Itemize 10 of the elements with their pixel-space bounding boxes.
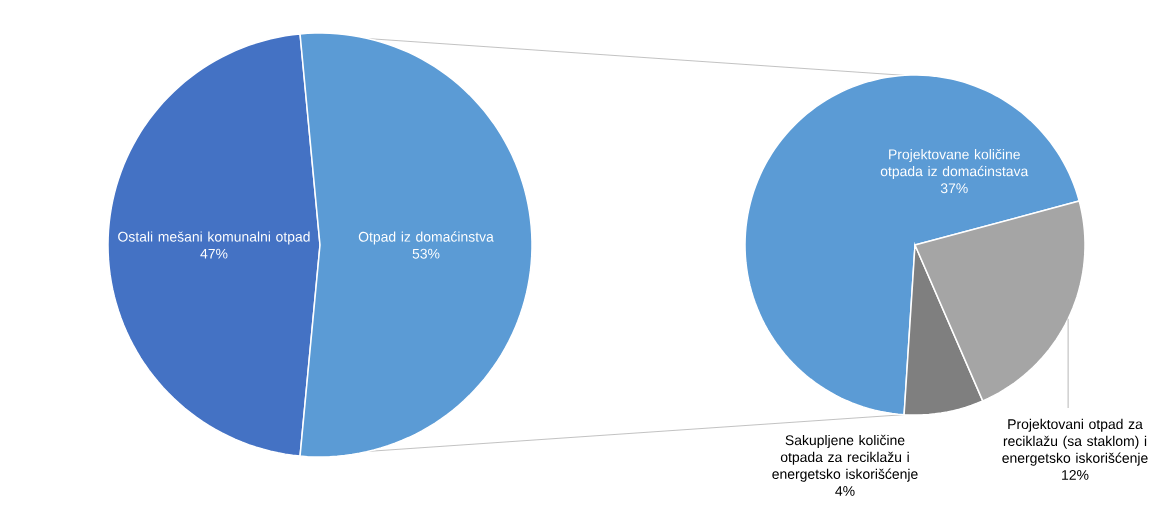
slice-label: Ostali mešani komunalni otpad [118,231,310,245]
data-label: 4% [835,486,855,496]
data-label: 47% [200,248,228,259]
slice-label: Projektovane količine otpada iz domaćinstava [880,149,1029,180]
slice-label: Sakupljene količine otpada za reciklažu i energetsko iskorišćenje [772,434,918,482]
data-label: 37% [940,183,968,194]
data-label: 53% [412,248,440,259]
data-label: 12% [1062,470,1089,480]
slice-label: Otpad iz domaćinstva [358,231,494,245]
slice-label: Projektovani otpad za reciklažu (sa staklom) i energetsko iskorišćenje [1002,418,1148,466]
